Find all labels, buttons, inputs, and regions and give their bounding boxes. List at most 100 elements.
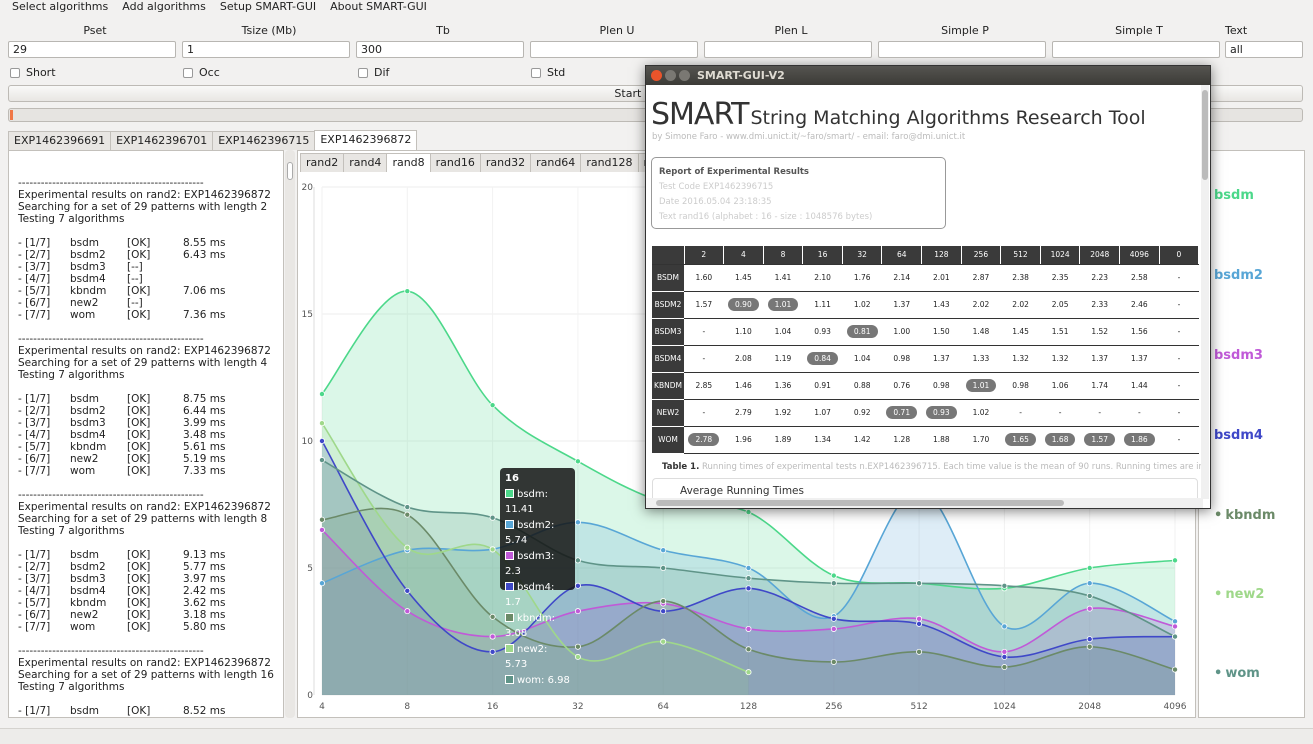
- x-tick-label: 2048: [1078, 702, 1101, 712]
- tab[interactable]: EXP1462396701: [110, 131, 214, 150]
- data-point: [1086, 564, 1093, 571]
- cell-value: 2.85: [695, 381, 713, 390]
- data-point: [1086, 580, 1093, 587]
- cell-value: -: [1019, 408, 1022, 417]
- tab[interactable]: EXP1462396872: [314, 130, 418, 150]
- menu-item[interactable]: About SMART-GUI: [330, 0, 427, 13]
- cell-value: 1.41: [774, 273, 792, 282]
- checkbox[interactable]: Short: [10, 66, 56, 79]
- tab[interactable]: rand16: [429, 153, 481, 172]
- data-point: [318, 457, 325, 464]
- select[interactable]: all: [1225, 41, 1303, 58]
- cell-value: 2.58: [1130, 273, 1148, 282]
- checkbox[interactable]: Dif: [358, 66, 389, 79]
- field-label: Text: [1225, 24, 1248, 37]
- scroll-thumb[interactable]: [656, 500, 1064, 506]
- log-row: - [1/7] bsdm [OK] 8.75 ms: [18, 393, 283, 405]
- scrollbar[interactable]: [285, 150, 295, 718]
- log-cell: - [4/7]: [18, 273, 51, 285]
- menu-item[interactable]: Setup SMART-GUI: [219, 0, 317, 13]
- table-row: WOM 2.78 1.96 1.89 1.34 1.42 1.28 1.88 1.70 1.65 1…: [652, 426, 1199, 454]
- text-input[interactable]: [704, 41, 872, 58]
- checkbox-box[interactable]: [531, 67, 541, 78]
- log-cell: 7.33 ms: [183, 465, 226, 477]
- x-tick-label: 4096: [1164, 702, 1187, 712]
- best-value: 1.01: [767, 298, 799, 311]
- log-row: - [1/7] bsdm [OK] 8.55 ms: [18, 237, 283, 249]
- table-cell: 1.04: [763, 318, 803, 346]
- text-input[interactable]: [878, 41, 1046, 58]
- table-cell: 0.71: [881, 399, 922, 427]
- tab[interactable]: rand64: [530, 153, 582, 172]
- table-cell: -: [1159, 372, 1199, 400]
- table-cell: 1.37: [881, 291, 922, 319]
- tab[interactable]: rand32: [479, 153, 532, 172]
- menu-item[interactable]: Select algorithms: [12, 0, 109, 13]
- data-point: [1001, 648, 1008, 655]
- log-row: - [3/7] bsdm3 [--]: [18, 261, 283, 273]
- checkbox-box[interactable]: [358, 67, 368, 78]
- data-point: [916, 648, 923, 655]
- scrollbar[interactable]: [646, 498, 1203, 508]
- text-input[interactable]: 29: [8, 41, 176, 58]
- checkbox[interactable]: Occ: [183, 66, 220, 79]
- legend-item[interactable]: bsdm3: [1214, 348, 1263, 363]
- section-heading[interactable]: Average Running Times: [652, 478, 1198, 499]
- cell-value: 1.36: [774, 381, 792, 390]
- log-line: Experimental results on rand2: EXP146239…: [18, 345, 271, 357]
- tab[interactable]: EXP1462396691: [8, 131, 112, 150]
- menu-bar: Select algorithms Add algorithms Setup SMA…: [0, 0, 427, 14]
- cell-value: 2.46: [1130, 300, 1148, 309]
- tab[interactable]: rand8: [386, 153, 431, 172]
- field-label: Pset: [83, 24, 107, 37]
- data-point: [404, 288, 411, 295]
- report-line: Test Code EXP1462396715: [659, 182, 774, 192]
- legend-item[interactable]: bsdm4: [1214, 428, 1263, 443]
- checkbox-box[interactable]: [10, 67, 20, 78]
- log-line: Searching for a set of 29 patterns with …: [18, 357, 268, 369]
- menu-item[interactable]: Add algorithms: [122, 0, 206, 13]
- log-cell: [OK]: [127, 429, 151, 441]
- legend-item[interactable]: bsdm: [1214, 188, 1254, 203]
- maximize-button[interactable]: [679, 70, 690, 81]
- tooltip: 16 bsdm: 11.41 bsdm2: 5.74 bsdm3: 2.3 bsdm4:…: [500, 468, 575, 686]
- log-cell: [OK]: [127, 453, 151, 465]
- scroll-thumb[interactable]: [287, 162, 293, 180]
- checkbox-box[interactable]: [183, 67, 193, 78]
- log-cell: bsdm3: [70, 417, 106, 429]
- legend-label: new2: [1225, 587, 1265, 602]
- scrollbar[interactable]: [1201, 85, 1209, 499]
- log-panel: ----------------------------------------…: [8, 150, 284, 718]
- input-value: 300: [361, 43, 382, 56]
- log-row: - [6/7] new2 [OK] 3.18 ms: [18, 609, 283, 621]
- text-input[interactable]: [1052, 41, 1220, 58]
- legend-item[interactable]: • new2: [1214, 587, 1264, 602]
- checkbox-label: Dif: [374, 66, 390, 79]
- minimize-button[interactable]: [665, 70, 676, 81]
- tab[interactable]: rand4: [343, 153, 388, 172]
- close-button[interactable]: [651, 70, 662, 81]
- scroll-thumb[interactable]: [1202, 90, 1208, 180]
- text-input[interactable]: 300: [356, 41, 524, 58]
- tab[interactable]: rand128: [580, 153, 639, 172]
- tooltip-text: wom: 6.98: [517, 674, 570, 686]
- checkbox[interactable]: Std: [531, 66, 565, 79]
- text-input[interactable]: 1: [182, 41, 350, 58]
- y-tick-label: 15: [302, 310, 313, 320]
- table-cell: 2.08: [723, 345, 764, 373]
- field-label: Simple T: [1115, 24, 1163, 37]
- data-point: [745, 625, 752, 632]
- data-point: [916, 580, 923, 587]
- legend-item[interactable]: • kbndm: [1214, 508, 1275, 523]
- table-cell: 2.05: [1040, 291, 1080, 319]
- legend-item[interactable]: bsdm2: [1214, 268, 1263, 283]
- tab[interactable]: EXP1462396715: [212, 131, 316, 150]
- legend-item[interactable]: • wom: [1214, 666, 1260, 681]
- table-cell: 2.33: [1079, 291, 1120, 319]
- tab[interactable]: rand2: [300, 153, 345, 172]
- series-line: [321, 507, 1176, 671]
- cell-value: 1.45: [735, 273, 752, 282]
- cell-value: 1.19: [774, 354, 792, 363]
- cell-value: 1.02: [853, 300, 871, 309]
- text-input[interactable]: [530, 41, 698, 58]
